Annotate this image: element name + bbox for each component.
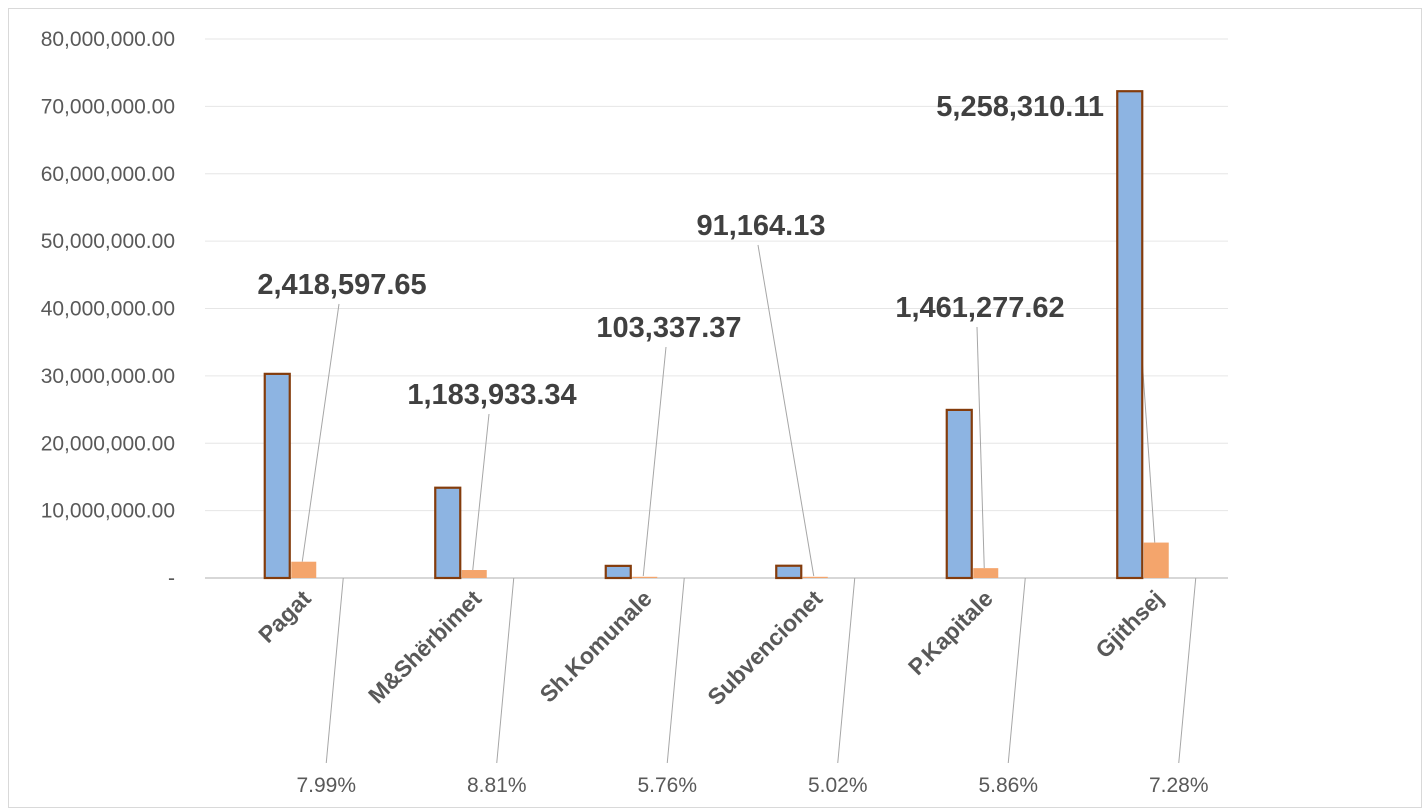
y-tick-label: 50,000,000.00 — [41, 230, 175, 253]
percent-label: 7.28% — [1149, 774, 1209, 797]
value-leader-line — [642, 346, 667, 577]
percent-label: 5.76% — [637, 774, 697, 797]
y-tick-label: 20,000,000.00 — [41, 432, 175, 455]
value-leader-line — [472, 413, 490, 571]
y-tick-label: 60,000,000.00 — [41, 163, 175, 186]
value-label: 103,337.37 — [596, 312, 741, 344]
category-label: M&Shërbimet — [363, 585, 486, 708]
value-label: 5,258,310.11 — [936, 91, 1104, 123]
percent-leader-line — [1007, 577, 1026, 764]
y-tick-label: - — [168, 567, 175, 590]
bar-series1 — [263, 372, 291, 580]
category-label: Pagat — [253, 585, 316, 648]
y-tick-label: 40,000,000.00 — [41, 298, 175, 321]
bar-series2 — [802, 576, 828, 578]
y-tick-label: 80,000,000.00 — [41, 28, 175, 51]
y-tick-label: 10,000,000.00 — [41, 500, 175, 523]
percent-label: 7.99% — [296, 774, 356, 797]
bar-series1 — [775, 564, 803, 580]
value-leader-line — [757, 244, 815, 577]
bar-series1 — [1116, 90, 1144, 580]
bar-series1 — [945, 408, 973, 580]
category-label: Sh.Komunale — [534, 585, 656, 707]
value-label: 91,164.13 — [696, 210, 825, 242]
bar-series2 — [461, 570, 487, 578]
percent-label: 5.86% — [978, 774, 1038, 797]
value-label: 2,418,597.65 — [257, 269, 426, 301]
percent-leader-line — [666, 577, 685, 764]
category-label: Subvencionet — [702, 585, 827, 710]
percent-label: 5.02% — [808, 774, 868, 797]
percent-leader-line — [1178, 577, 1197, 764]
category-label: P.Kapitale — [903, 585, 998, 680]
percent-label: 8.81% — [467, 774, 527, 797]
bar-series2 — [973, 568, 999, 578]
bar-series1 — [604, 564, 632, 580]
y-tick-label: 70,000,000.00 — [41, 95, 175, 118]
value-label: 1,461,277.62 — [895, 292, 1064, 324]
percent-leader-line — [496, 577, 515, 764]
category-label: Gjithsej — [1090, 585, 1168, 663]
bar-series2 — [632, 576, 658, 578]
percent-leader-line — [325, 577, 344, 764]
y-tick-label: 30,000,000.00 — [41, 365, 175, 388]
bar-series1 — [434, 486, 462, 580]
bar-series2 — [1143, 542, 1169, 578]
value-label: 1,183,933.34 — [407, 379, 576, 411]
value-leader-line — [976, 326, 985, 569]
bar-series2 — [291, 561, 317, 578]
percent-leader-line — [837, 577, 856, 764]
value-leader-line — [301, 303, 340, 562]
